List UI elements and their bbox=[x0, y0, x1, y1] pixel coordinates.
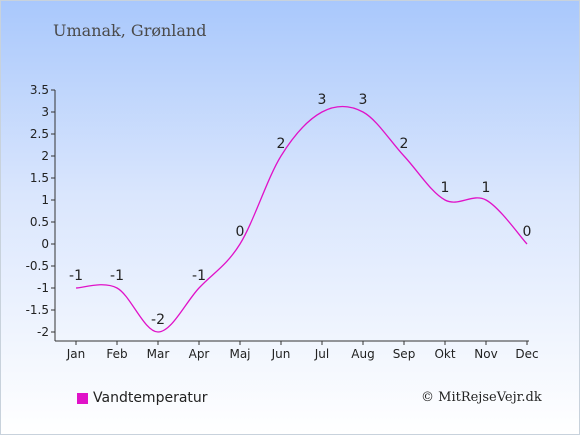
legend: Vandtemperatur bbox=[77, 390, 208, 406]
x-tick-label: Okt bbox=[434, 347, 455, 361]
y-tick-label: 1 bbox=[41, 193, 49, 207]
y-tick-label: 2.5 bbox=[30, 127, 49, 141]
data-label: 3 bbox=[359, 92, 368, 108]
data-label: -2 bbox=[151, 312, 165, 328]
x-axis-ticks: Jan Feb Mar Apr Maj Jun Jul Aug Sep Okt Nov Dec bbox=[66, 341, 539, 361]
axes bbox=[54, 90, 529, 342]
y-tick-label: 2 bbox=[41, 149, 49, 163]
x-tick-label: Jan bbox=[66, 347, 86, 361]
legend-label: Vandtemperatur bbox=[93, 390, 208, 406]
x-tick-label: Nov bbox=[474, 347, 497, 361]
data-label: 1 bbox=[441, 180, 450, 196]
y-tick-label: -1.5 bbox=[26, 303, 49, 317]
y-tick-label: -1 bbox=[37, 281, 49, 295]
y-axis-ticks: -2 -1.5 -1 -0.5 0 0.5 1 1.5 2 2.5 3 3.5 bbox=[26, 83, 55, 339]
data-label: 3 bbox=[318, 92, 327, 108]
series-line-vandtemperatur bbox=[75, 105, 528, 333]
data-label: 0 bbox=[523, 224, 532, 240]
y-tick-label: -0.5 bbox=[26, 259, 49, 273]
credit-text: © MitRejseVejr.dk bbox=[421, 390, 542, 405]
y-tick-label: -2 bbox=[37, 325, 49, 339]
series-group bbox=[75, 105, 528, 333]
x-tick-label: Jul bbox=[314, 347, 329, 361]
x-tick-label: Feb bbox=[106, 347, 127, 361]
data-label: 0 bbox=[236, 224, 245, 240]
y-tick-label: 1.5 bbox=[30, 171, 49, 185]
x-tick-label: Aug bbox=[351, 347, 374, 361]
x-tick-label: Jun bbox=[271, 347, 291, 361]
x-tick-label: Mar bbox=[147, 347, 170, 361]
legend-swatch bbox=[77, 392, 88, 404]
data-label: 1 bbox=[482, 180, 491, 196]
data-label: -1 bbox=[192, 268, 206, 284]
data-label: -1 bbox=[69, 268, 83, 284]
data-label: 2 bbox=[277, 136, 286, 152]
chart-title: Umanak, Grønland bbox=[53, 21, 207, 40]
y-tick-label: 3.5 bbox=[30, 83, 49, 97]
x-tick-label: Maj bbox=[229, 347, 250, 361]
data-label: 2 bbox=[400, 136, 409, 152]
x-tick-label: Sep bbox=[393, 347, 416, 361]
x-tick-label: Apr bbox=[189, 347, 210, 361]
data-label: -1 bbox=[110, 268, 124, 284]
y-tick-label: 0.5 bbox=[30, 215, 49, 229]
x-tick-label: Dec bbox=[515, 347, 538, 361]
y-tick-label: 3 bbox=[41, 105, 49, 119]
y-tick-label: 0 bbox=[41, 237, 49, 251]
data-labels: -1 -1 -2 -1 0 2 3 3 2 1 1 0 bbox=[69, 92, 531, 328]
